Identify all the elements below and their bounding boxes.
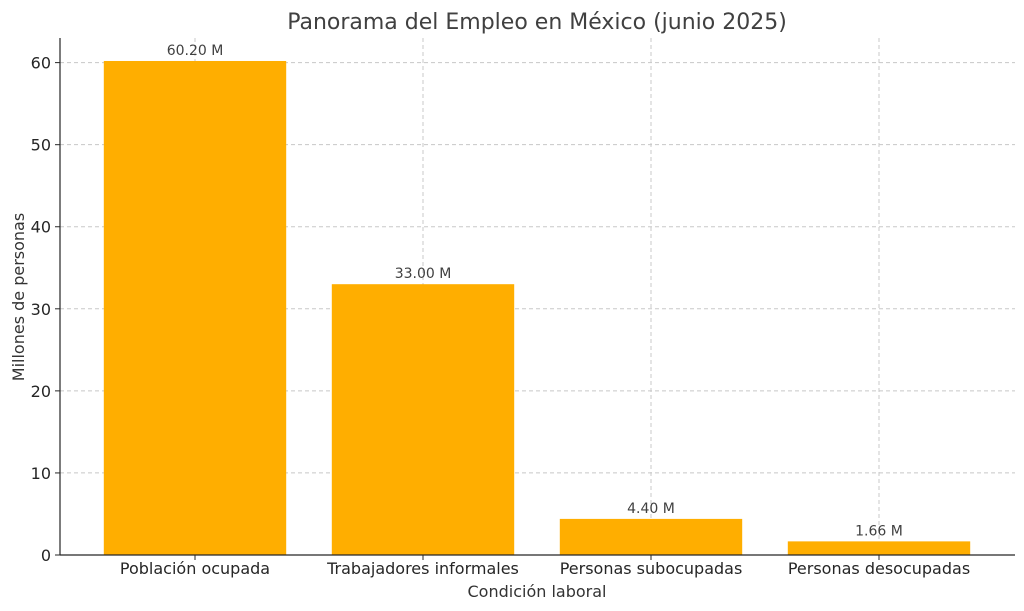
- y-tick-label-2: 20: [31, 382, 51, 401]
- data-label-3: 1.66 M: [855, 523, 903, 539]
- chart-title: Panorama del Empleo en México (junio 202…: [287, 10, 787, 35]
- bars: [103, 60, 971, 555]
- x-tick-label-0: Población ocupada: [120, 559, 270, 578]
- y-tick-label-6: 60: [31, 54, 51, 73]
- x-axis-label: Condición laboral: [468, 582, 607, 601]
- y-tick-label-4: 40: [31, 218, 51, 237]
- bar-0: [103, 60, 287, 555]
- data-label-2: 4.40 M: [627, 501, 675, 517]
- y-tick-label-0: 0: [41, 546, 51, 565]
- x-tick-label-2: Personas subocupadas: [560, 559, 743, 578]
- y-tick-label-5: 50: [31, 136, 51, 155]
- x-ticks: Población ocupada Trabajadores informales…: [120, 555, 970, 578]
- y-axis-label: Millones de personas: [9, 213, 28, 381]
- x-tick-label-3: Personas desocupadas: [788, 559, 970, 578]
- bar-2: [559, 518, 743, 555]
- bar-1: [331, 284, 515, 555]
- data-labels: 60.20 M 33.00 M 4.40 M 1.66 M: [167, 43, 903, 539]
- y-ticks: 0 10 20 30 40 50 60: [31, 54, 60, 565]
- y-tick-label-3: 30: [31, 300, 51, 319]
- y-tick-label-1: 10: [31, 464, 51, 483]
- bar-3: [787, 541, 971, 555]
- data-label-0: 60.20 M: [167, 43, 224, 59]
- x-tick-label-1: Trabajadores informales: [326, 559, 519, 578]
- data-label-1: 33.00 M: [395, 266, 452, 282]
